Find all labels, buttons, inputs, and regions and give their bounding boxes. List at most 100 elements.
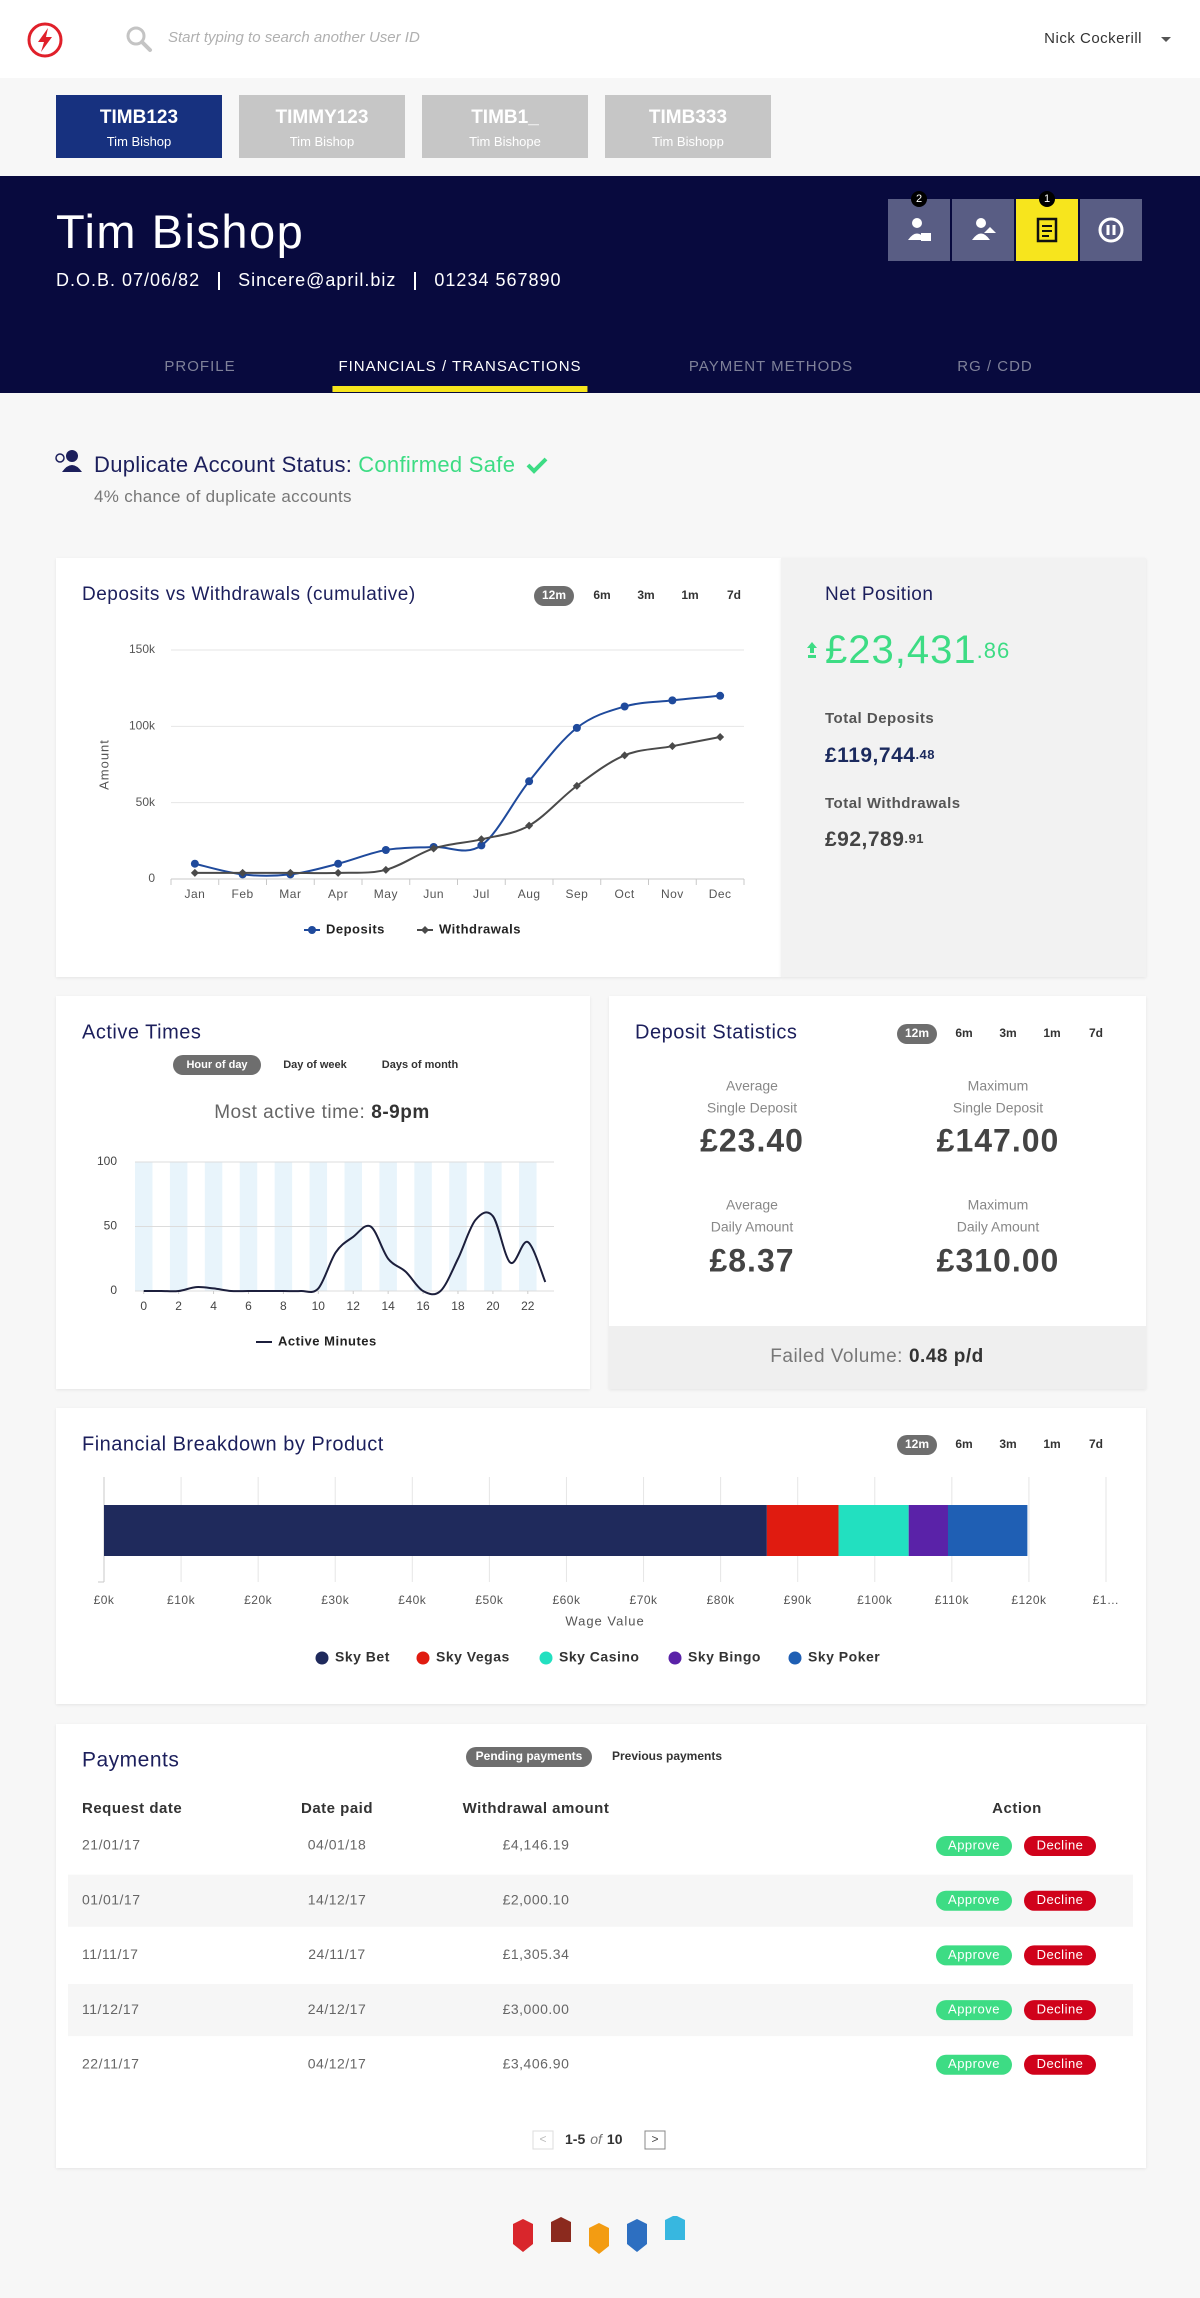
- approve-button[interactable]: Approve: [936, 1836, 1012, 1856]
- chip-label: 3m: [637, 588, 654, 602]
- legend-item[interactable]: Sky Casino: [539, 1649, 640, 1665]
- chip-background: [897, 1435, 937, 1455]
- filter-chip[interactable]: 3m: [637, 588, 654, 602]
- filter-chip[interactable]: 6m: [955, 1026, 972, 1040]
- x-tick-label: Oct: [615, 887, 635, 901]
- stat-label: Maximum: [968, 1078, 1029, 1094]
- column-header: Request date: [82, 1800, 182, 1817]
- decline-button[interactable]: Decline: [1024, 2054, 1096, 2075]
- search-icon[interactable]: [124, 24, 154, 54]
- legend-item[interactable]: Sky Bet: [315, 1649, 390, 1665]
- chip-label: 12m: [542, 588, 566, 602]
- x-tick-label: Aug: [518, 887, 541, 901]
- page-button[interactable]: <: [532, 2130, 554, 2150]
- filter-chip[interactable]: 12m: [897, 1024, 937, 1044]
- filter-chip[interactable]: 1m: [681, 588, 698, 602]
- tab[interactable]: PAYMENT METHODS: [688, 358, 854, 375]
- filter-chip[interactable]: 12m: [897, 1435, 937, 1455]
- legend-item[interactable]: Withdrawals: [417, 921, 521, 936]
- data-point: [716, 733, 725, 742]
- legend-item[interactable]: Deposits: [304, 921, 385, 936]
- shield-money[interactable]: [627, 2219, 647, 2252]
- shield-alert[interactable]: [513, 2219, 533, 2252]
- user-caret[interactable]: [1160, 36, 1172, 44]
- account-tab[interactable]: TIMB1_ Tim Bishope: [422, 95, 588, 158]
- account-tab[interactable]: TIMB123 Tim Bishop: [56, 95, 222, 158]
- download-button[interactable]: 2: [888, 191, 950, 261]
- legend-label: Active Minutes: [278, 1333, 377, 1348]
- filter-chip[interactable]: 1m: [1043, 1437, 1060, 1451]
- shield-support[interactable]: [665, 2216, 685, 2240]
- filter-chip[interactable]: 7d: [1089, 1437, 1103, 1451]
- document-button[interactable]: 1: [1016, 191, 1078, 261]
- filter-chip[interactable]: 6m: [593, 588, 610, 602]
- pause-button[interactable]: [1080, 199, 1142, 261]
- total-label: Total Deposits: [825, 710, 934, 727]
- view-chip[interactable]: Previous payments: [612, 1749, 722, 1763]
- filter-chip[interactable]: 12m: [534, 586, 574, 606]
- x-tick-label: £0k: [94, 1593, 115, 1607]
- chip-label: 6m: [955, 1026, 972, 1040]
- most-active-label: Most active time:: [214, 1102, 365, 1123]
- page-range: 1-5: [565, 2131, 585, 2147]
- payment-cell: 04/12/17: [308, 2056, 367, 2072]
- legend-item[interactable]: Active Minutes: [256, 1333, 377, 1348]
- active-times-card-canvas: Active Times Hour of day Day of week Days o…: [82, 1021, 554, 1348]
- profile-banner: Tim Bishop D.O.B. 07/06/82 Sincere@april…: [0, 176, 1200, 393]
- account-tab[interactable]: TIMB333 Tim Bishopp: [605, 95, 771, 158]
- stat-value: £8.37: [709, 1242, 794, 1278]
- page-total: 10: [607, 2131, 623, 2147]
- chip-label: Day of week: [283, 1059, 347, 1071]
- chart-title: Active Times: [82, 1021, 201, 1043]
- data-point: [381, 865, 390, 874]
- legend-label: Deposits: [326, 921, 385, 936]
- search-input[interactable]: Start typing to search another User ID: [168, 29, 420, 46]
- approve-button[interactable]: Approve: [936, 2054, 1012, 2075]
- total-value: £119,744.48: [825, 744, 935, 767]
- view-chip[interactable]: Pending payments: [466, 1747, 592, 1767]
- filter-chip[interactable]: Days of month: [382, 1059, 459, 1071]
- decline-button[interactable]: Decline: [1024, 2000, 1096, 2021]
- decline-button[interactable]: Decline: [1024, 1836, 1096, 1856]
- filter-chip[interactable]: 3m: [999, 1437, 1016, 1451]
- icon-ghost: [55, 453, 65, 463]
- legend-item[interactable]: Sky Bingo: [668, 1649, 761, 1665]
- payment-cell: 11/12/17: [82, 2001, 139, 2017]
- shield-legal[interactable]: [551, 2217, 571, 2242]
- logo[interactable]: [26, 21, 64, 59]
- data-point: [190, 868, 199, 877]
- tab[interactable]: FINANCIALS / TRANSACTIONS: [332, 358, 588, 392]
- legend-item[interactable]: Sky Poker: [788, 1649, 881, 1665]
- user-menu[interactable]: Nick Cockerill: [1044, 30, 1142, 47]
- approve-button[interactable]: Approve: [936, 2000, 1012, 2021]
- tab[interactable]: RG / CDD: [957, 358, 1033, 375]
- filter-chip[interactable]: 3m: [999, 1026, 1016, 1040]
- legend-label: Sky Bet: [335, 1649, 390, 1665]
- filter-chip[interactable]: 6m: [955, 1437, 972, 1451]
- account-tab[interactable]: TIMMY123 Tim Bishop: [239, 95, 405, 158]
- bar-segment: [947, 1505, 1028, 1556]
- approve-button[interactable]: Approve: [936, 1890, 1012, 1911]
- upload-button[interactable]: [952, 199, 1014, 261]
- payment-cell: £3,000.00: [503, 2001, 570, 2017]
- decline-button[interactable]: Decline: [1024, 1890, 1096, 1911]
- data-point: [334, 868, 343, 877]
- failed-volume: Failed Volume: 0.48 p/d: [770, 1346, 983, 1367]
- tab[interactable]: PROFILE: [164, 358, 236, 375]
- legend-item[interactable]: Sky Vegas: [416, 1649, 510, 1665]
- account-name: Tim Bishop: [106, 134, 172, 149]
- filter-chip[interactable]: 7d: [1089, 1026, 1103, 1040]
- filter-chip[interactable]: Day of week: [283, 1059, 347, 1071]
- x-tick-label: 4: [210, 1299, 217, 1313]
- data-point: [286, 868, 295, 877]
- account-name: Tim Bishopp: [652, 134, 724, 149]
- filter-chip[interactable]: 7d: [727, 588, 741, 602]
- legend-label: Sky Bingo: [688, 1649, 761, 1665]
- stat-sublabel: Daily Amount: [711, 1219, 794, 1235]
- decline-button[interactable]: Decline: [1024, 1945, 1096, 1966]
- filter-chip[interactable]: 1m: [1043, 1026, 1060, 1040]
- approve-button[interactable]: Approve: [936, 1945, 1012, 1966]
- filter-chip[interactable]: Hour of day: [173, 1055, 261, 1075]
- page-button[interactable]: >: [644, 2130, 666, 2150]
- shield-time[interactable]: [589, 2223, 609, 2254]
